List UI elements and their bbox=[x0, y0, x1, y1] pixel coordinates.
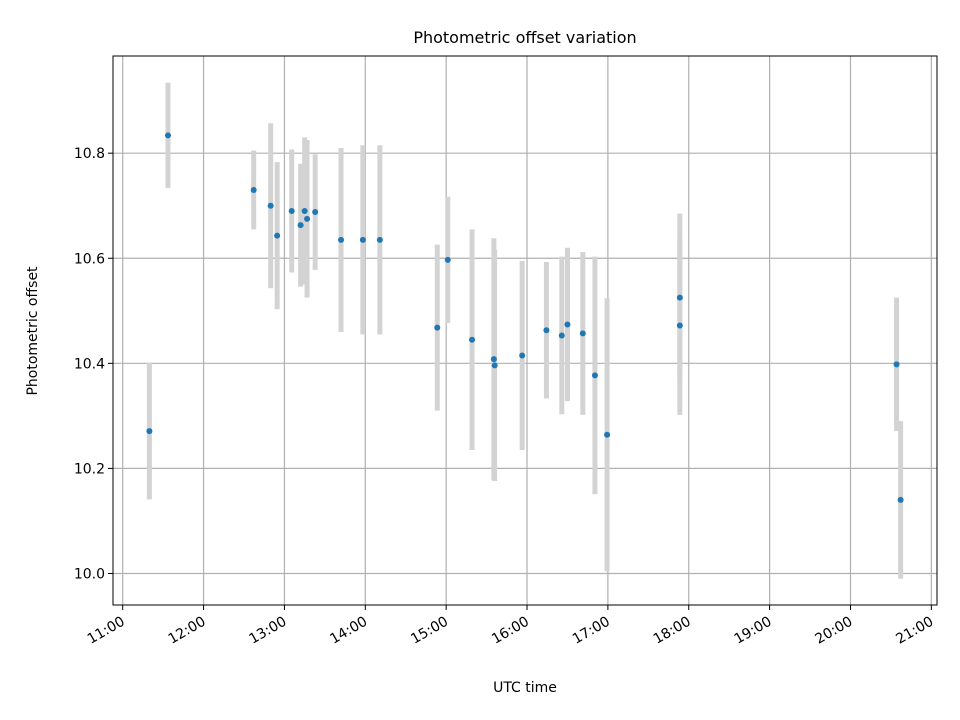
data-point bbox=[288, 207, 295, 214]
x-tick-label: 11:00 bbox=[85, 614, 128, 648]
data-point bbox=[146, 428, 153, 435]
x-axis: 11:00 12:00 13:00 14:00 15:00 16:00 17:00 18:00… bbox=[85, 605, 936, 648]
x-tick-label: 18:00 bbox=[651, 614, 694, 648]
data-point bbox=[676, 294, 683, 301]
data-points bbox=[146, 132, 904, 503]
chart-title: Photometric offset variation bbox=[413, 28, 636, 47]
data-point bbox=[490, 356, 497, 363]
x-tick-label: 21:00 bbox=[893, 614, 936, 648]
data-point bbox=[564, 321, 571, 328]
data-point bbox=[444, 256, 451, 263]
data-point bbox=[519, 352, 526, 359]
grid bbox=[113, 56, 937, 605]
data-point bbox=[301, 207, 308, 214]
data-point bbox=[469, 336, 476, 343]
data-point bbox=[591, 372, 598, 379]
y-tick-label: 10.6 bbox=[74, 251, 105, 267]
data-point bbox=[312, 209, 319, 216]
data-point bbox=[376, 236, 383, 243]
y-tick-label: 10.2 bbox=[74, 461, 105, 477]
y-axis-label: Photometric offset bbox=[25, 266, 41, 396]
data-point bbox=[543, 327, 550, 334]
data-point bbox=[297, 222, 304, 229]
data-point bbox=[558, 332, 565, 339]
y-tick-label: 10.4 bbox=[74, 356, 105, 372]
x-tick-label: 17:00 bbox=[570, 614, 613, 648]
x-axis-label: UTC time bbox=[493, 680, 557, 696]
data-point bbox=[434, 324, 441, 331]
y-tick-label: 10.8 bbox=[74, 146, 105, 162]
data-point bbox=[579, 330, 586, 337]
data-point bbox=[164, 132, 171, 139]
data-point bbox=[491, 362, 498, 369]
x-tick-label: 16:00 bbox=[489, 614, 532, 648]
y-tick-label: 10.0 bbox=[74, 566, 105, 582]
data-point bbox=[359, 236, 366, 243]
x-tick-label: 19:00 bbox=[732, 614, 775, 648]
data-point bbox=[897, 496, 904, 503]
x-tick-label: 12:00 bbox=[166, 614, 209, 648]
data-point bbox=[893, 361, 900, 368]
x-tick-label: 14:00 bbox=[327, 614, 370, 648]
x-tick-label: 15:00 bbox=[408, 614, 451, 648]
plot-frame bbox=[112, 55, 938, 606]
data-point bbox=[274, 232, 281, 239]
x-tick-label: 13:00 bbox=[246, 614, 289, 648]
x-tick-label: 20:00 bbox=[813, 614, 856, 648]
data-point bbox=[267, 202, 274, 209]
data-point bbox=[304, 215, 311, 222]
error-bars bbox=[146, 82, 904, 579]
data-point bbox=[604, 431, 611, 438]
data-point bbox=[250, 186, 257, 193]
data-point bbox=[338, 236, 345, 243]
data-point bbox=[676, 322, 683, 329]
y-axis: 10.0 10.2 10.4 10.6 10.8 bbox=[74, 146, 113, 582]
